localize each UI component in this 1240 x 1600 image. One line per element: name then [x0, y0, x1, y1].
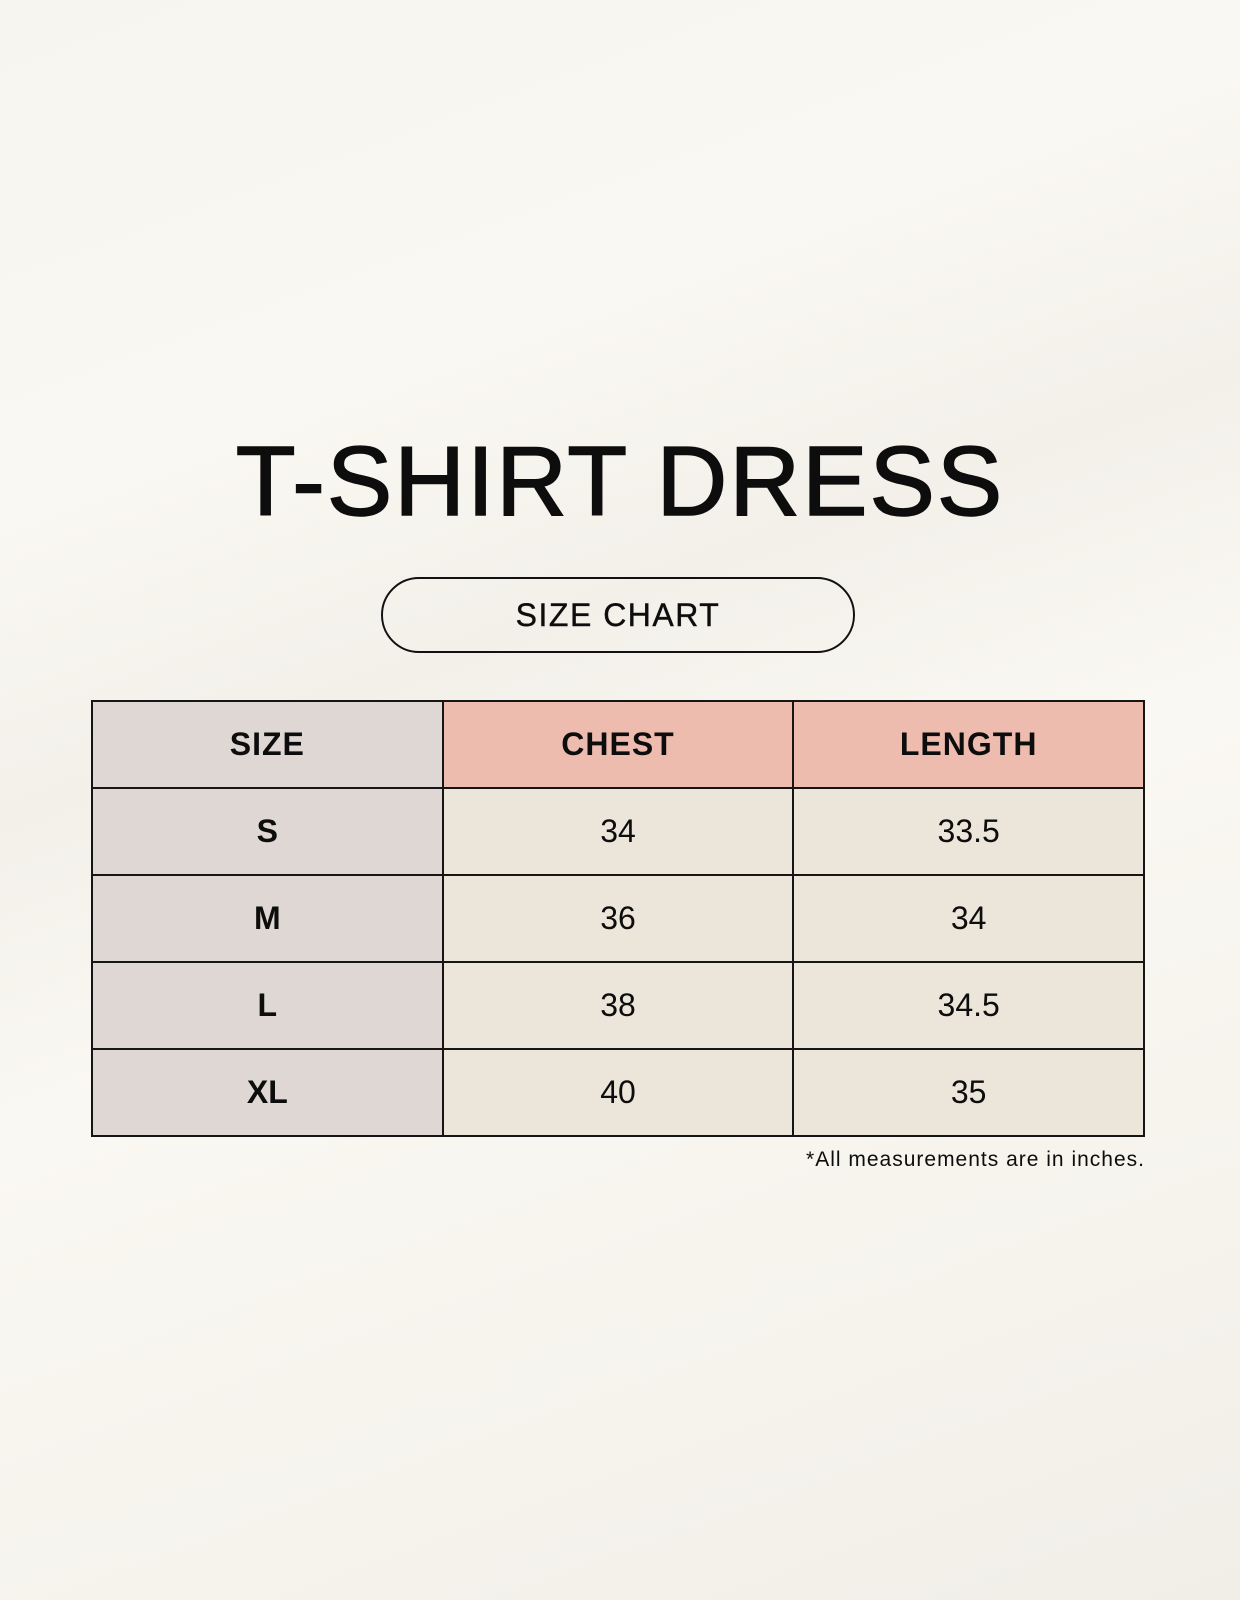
footnote: *All measurements are in inches. [806, 1148, 1145, 1171]
cell-size: S [91, 787, 444, 876]
header-chest: CHEST [441, 700, 795, 789]
cell-size: M [91, 874, 444, 963]
cell-size: L [91, 961, 444, 1050]
size-chart-label: SIZE CHART [381, 577, 855, 653]
cell-length: 34 [792, 874, 1145, 963]
header-size: SIZE [91, 700, 444, 789]
cell-length: 35 [792, 1048, 1145, 1137]
table-row: S 34 33.5 [91, 787, 1145, 876]
table-header-row: SIZE CHEST LENGTH [91, 700, 1145, 789]
header-length: LENGTH [792, 700, 1145, 789]
cell-chest: 38 [441, 961, 795, 1050]
size-chart-table: SIZE CHEST LENGTH S 34 33.5 M 36 34 L 38 34.5 XL 4… [91, 700, 1145, 1137]
table-row: M 36 34 [91, 874, 1145, 963]
cell-chest: 40 [441, 1048, 795, 1137]
page-title: T-SHIRT DRESS [235, 425, 1005, 537]
table-row: XL 40 35 [91, 1048, 1145, 1137]
cell-length: 34.5 [792, 961, 1145, 1050]
cell-length: 33.5 [792, 787, 1145, 876]
cell-chest: 34 [441, 787, 795, 876]
table-row: L 38 34.5 [91, 961, 1145, 1050]
cell-size: XL [91, 1048, 444, 1137]
cell-chest: 36 [441, 874, 795, 963]
